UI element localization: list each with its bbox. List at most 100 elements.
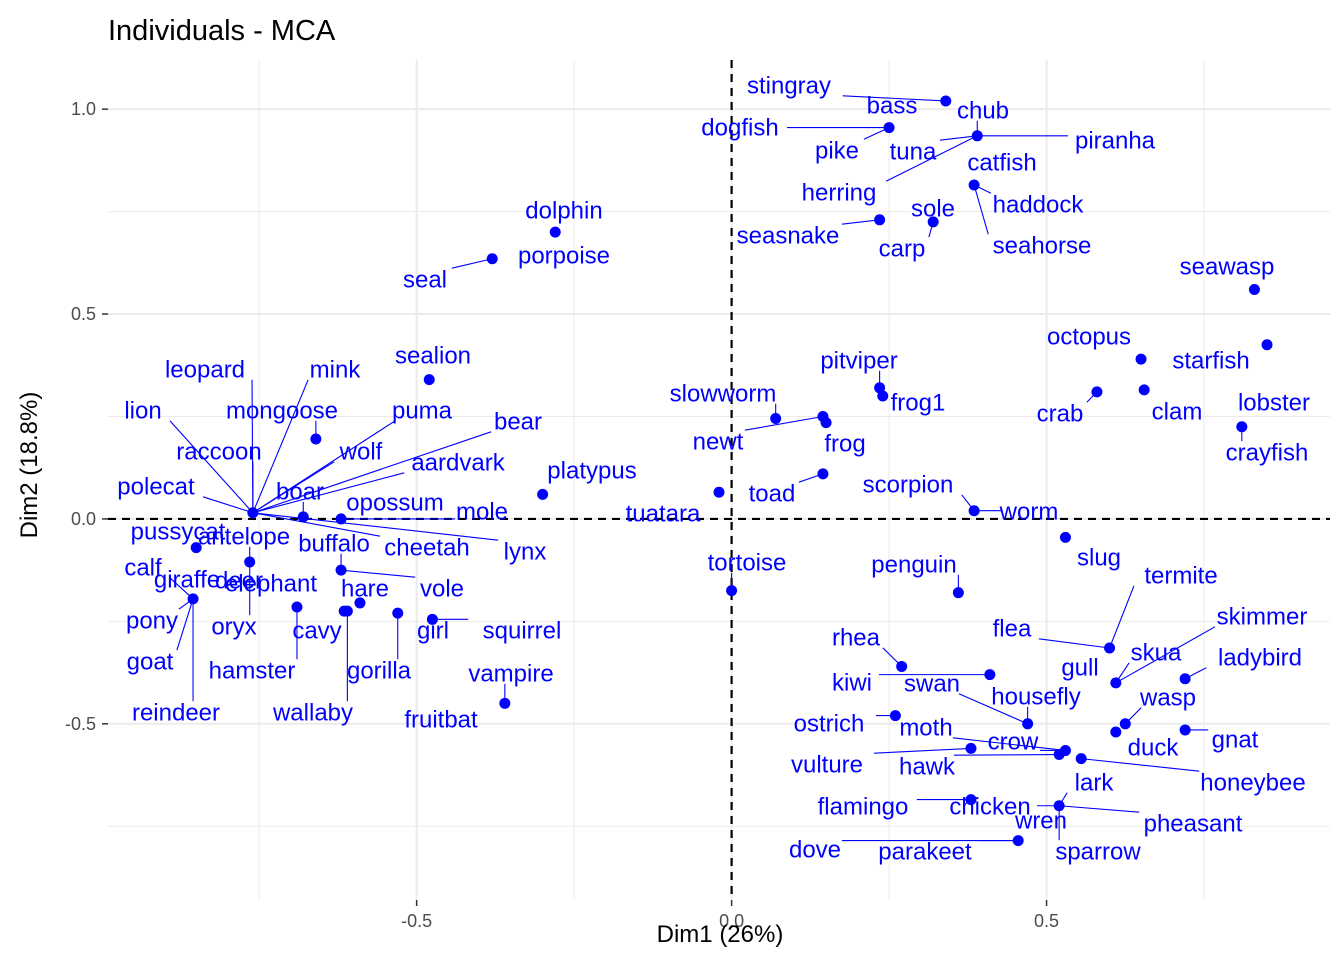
data-point: [1012, 835, 1024, 847]
label-connector: [874, 747, 971, 754]
data-point: [1138, 384, 1150, 396]
point-label: leopard: [165, 356, 245, 383]
point-label: tuatara: [626, 500, 701, 527]
point-label: crab: [1037, 400, 1084, 427]
data-point: [426, 613, 438, 625]
point-label: elephant: [225, 570, 317, 597]
point-label: gorilla: [347, 657, 412, 684]
data-point: [1104, 642, 1116, 654]
label-connector: [341, 569, 416, 578]
point-label: dolphin: [525, 197, 602, 224]
point-label: ostrich: [794, 710, 865, 737]
point-label: worm: [999, 498, 1059, 525]
data-point: [1179, 724, 1191, 736]
data-point: [549, 226, 561, 238]
label-connector: [885, 135, 978, 182]
point-label: cavy: [292, 617, 341, 644]
data-point: [1110, 726, 1122, 738]
point-label: vulture: [791, 751, 863, 778]
point-label: herring: [802, 179, 877, 206]
data-point: [820, 417, 832, 429]
data-point: [291, 601, 303, 613]
point-label: seahorse: [993, 232, 1092, 259]
point-label: polecat: [117, 473, 195, 500]
x-tick-label: 0.0: [719, 911, 744, 931]
point-label: duck: [1128, 734, 1180, 761]
point-label: gull: [1061, 654, 1098, 681]
label-connector: [958, 693, 1028, 725]
point-label: platypus: [547, 457, 636, 484]
data-point: [310, 433, 322, 445]
data-point: [968, 179, 980, 191]
point-label: boar: [276, 478, 324, 505]
data-point: [1022, 718, 1034, 730]
point-label: puma: [392, 397, 453, 424]
point-label: scorpion: [863, 471, 954, 498]
data-point: [354, 597, 366, 609]
point-label: wasp: [1139, 684, 1196, 711]
point-labels: stingray bass chub piranha herring tuna dogfis…: [117, 72, 1310, 865]
label-connector: [1038, 638, 1110, 649]
point-label: newt: [693, 428, 744, 455]
data-point: [1261, 339, 1273, 351]
y-tick-label: 0.5: [71, 304, 96, 324]
data-point: [874, 214, 886, 226]
point-label: vole: [420, 575, 464, 602]
data-point: [896, 660, 908, 672]
point-label: buffalo: [298, 530, 370, 557]
label-connector: [1081, 758, 1200, 772]
point-label: kiwi: [832, 669, 872, 696]
point-label: frog1: [891, 389, 946, 416]
point-label: rhea: [832, 624, 881, 651]
point-label: squirrel: [483, 617, 562, 644]
data-point: [1091, 386, 1103, 398]
point-label: calf: [124, 554, 162, 581]
label-connector: [252, 379, 309, 513]
point-label: slug: [1077, 544, 1121, 571]
point-label: skimmer: [1217, 603, 1308, 630]
point-label: bass: [867, 92, 918, 119]
point-label: termite: [1144, 562, 1217, 589]
point-label: hawk: [899, 753, 956, 780]
label-connector: [842, 95, 946, 102]
axis-ticks: -0.5 0.0 0.5 -0.5 0.0 0.5 1.0: [65, 99, 1059, 931]
y-tick-label: -0.5: [65, 714, 96, 734]
data-point: [971, 130, 983, 142]
x-tick-label: 0.5: [1034, 911, 1059, 931]
point-label: raccoon: [176, 438, 261, 465]
point-label: goat: [127, 648, 174, 675]
data-point: [335, 513, 347, 525]
label-connector: [252, 472, 405, 514]
data-point: [1075, 753, 1087, 765]
point-label: tuna: [890, 138, 937, 165]
data-point: [187, 593, 199, 605]
y-tick-label: 0.0: [71, 509, 96, 529]
label-connector: [953, 753, 1060, 756]
point-label: honeybee: [1200, 769, 1305, 796]
point-label: mongoose: [226, 397, 338, 424]
data-points: [187, 95, 1273, 847]
data-point: [1053, 749, 1065, 761]
point-label: aardvark: [411, 449, 505, 476]
data-point: [537, 488, 549, 500]
data-point: [247, 507, 259, 519]
label-connector: [202, 496, 254, 514]
point-label: dogfish: [701, 114, 778, 141]
label-connector: [252, 512, 381, 537]
point-label: pike: [815, 137, 859, 164]
label-connector: [952, 737, 1066, 751]
point-label: reindeer: [132, 699, 220, 726]
data-point: [341, 605, 353, 617]
x-axis-label: Dim1 (26%): [657, 921, 784, 948]
label-connector: [252, 512, 499, 541]
point-label: wren: [1014, 807, 1067, 834]
point-label: pony: [126, 607, 178, 634]
point-label: lion: [124, 397, 161, 424]
data-point: [297, 511, 309, 523]
point-label: hare: [341, 575, 389, 602]
chart-title: Individuals - MCA: [108, 15, 336, 47]
data-point: [1059, 531, 1071, 543]
data-point: [1135, 353, 1147, 365]
data-point: [1179, 673, 1191, 685]
point-label: vampire: [468, 660, 553, 687]
